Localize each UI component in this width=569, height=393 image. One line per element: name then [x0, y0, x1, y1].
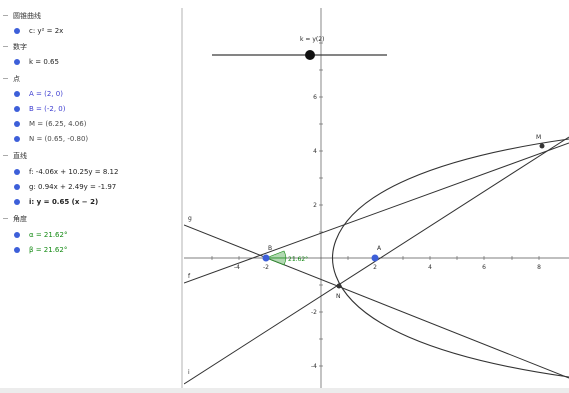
point-n-label: N — [336, 293, 341, 300]
point-n[interactable] — [336, 283, 342, 289]
algebra-item-text: B = (-2, 0) — [29, 105, 66, 113]
collapse-icon[interactable] — [3, 153, 8, 158]
algebra-view: 圆锥曲线 c: y² = 2x 数字 k = 0.65 点 A = (2, 0)… — [0, 8, 181, 388]
x-tick-label: -2 — [263, 264, 269, 271]
visibility-toggle-icon[interactable] — [14, 28, 20, 34]
graphics-canvas[interactable]: -4 -2 2 4 6 8 6 4 2 -2 -4 k = y(2) — [184, 8, 569, 388]
slider-k[interactable]: k = y(2) — [212, 36, 387, 60]
point-a-label: A — [377, 245, 382, 252]
line-g[interactable] — [184, 224, 569, 379]
algebra-item-text: N = (0.65, -0.80) — [29, 135, 89, 143]
visibility-toggle-icon[interactable] — [14, 247, 20, 253]
algebra-item-text: α = 21.62° — [29, 231, 68, 239]
x-tick-label: 4 — [428, 264, 432, 271]
visibility-toggle-icon[interactable] — [14, 121, 20, 127]
graphics-view[interactable]: -4 -2 2 4 6 8 6 4 2 -2 -4 k = y(2) — [184, 8, 569, 388]
x-tick-label: 6 — [482, 264, 486, 271]
line-g-label: g — [188, 215, 192, 222]
visibility-toggle-icon[interactable] — [14, 136, 20, 142]
visibility-toggle-icon[interactable] — [14, 91, 20, 97]
y-tick-label: -2 — [311, 309, 317, 316]
point-a[interactable] — [371, 254, 379, 262]
category-label: 角度 — [13, 215, 27, 223]
category-label: 圆锥曲线 — [13, 12, 41, 20]
line-i-label: i — [188, 369, 190, 376]
slider-handle[interactable] — [305, 50, 315, 60]
collapse-icon[interactable] — [3, 13, 8, 18]
point-b-label: B — [268, 245, 272, 252]
point-m-label: M — [536, 134, 541, 141]
line-f[interactable] — [184, 142, 569, 284]
algebra-item-text: i: y = 0.65 (x − 2) — [29, 198, 99, 206]
parabola-curve-shape[interactable] — [331, 138, 569, 378]
category-label: 数字 — [13, 43, 27, 51]
x-tick-label: 8 — [537, 264, 541, 271]
y-tick-label: -4 — [311, 363, 317, 370]
collapse-icon[interactable] — [3, 76, 8, 81]
visibility-toggle-icon[interactable] — [14, 184, 20, 190]
algebra-item-text: g: 0.94x + 2.49y = -1.97 — [29, 183, 117, 191]
visibility-toggle-icon[interactable] — [14, 59, 20, 65]
algebra-item-text: β = 21.62° — [29, 246, 68, 254]
x-tick-label: -4 — [234, 264, 240, 271]
y-tick-label: 6 — [313, 94, 317, 101]
algebra-item-text: M = (6.25, 4.06) — [29, 120, 87, 128]
y-tick-label: 2 — [313, 202, 317, 209]
algebra-item-text: c: y² = 2x — [29, 27, 64, 35]
algebra-item-text: k = 0.65 — [29, 58, 59, 66]
x-tick-label: 2 — [373, 264, 377, 271]
bottom-strip — [0, 388, 569, 393]
visibility-toggle-icon[interactable] — [14, 106, 20, 112]
slider-caption: k = y(2) — [300, 36, 324, 43]
collapse-icon[interactable] — [3, 44, 8, 49]
visibility-toggle-icon[interactable] — [14, 199, 20, 205]
y-axis-ticks — [319, 42, 323, 367]
visibility-toggle-icon[interactable] — [14, 232, 20, 238]
visibility-toggle-icon[interactable] — [14, 169, 20, 175]
category-label: 点 — [13, 75, 20, 83]
point-m[interactable] — [539, 143, 545, 149]
angle-label: 21.62° — [288, 256, 308, 263]
algebra-item-text: f: -4.06x + 10.25y = 8.12 — [29, 168, 119, 176]
point-b[interactable] — [262, 254, 270, 262]
line-f-label: f — [188, 273, 191, 280]
category-label: 直线 — [13, 152, 27, 160]
algebra-item-text: A = (2, 0) — [29, 90, 63, 98]
view-divider[interactable] — [181, 8, 183, 388]
y-tick-label: 4 — [313, 148, 317, 155]
angle-beta-sector[interactable] — [265, 257, 287, 266]
collapse-icon[interactable] — [3, 216, 8, 221]
